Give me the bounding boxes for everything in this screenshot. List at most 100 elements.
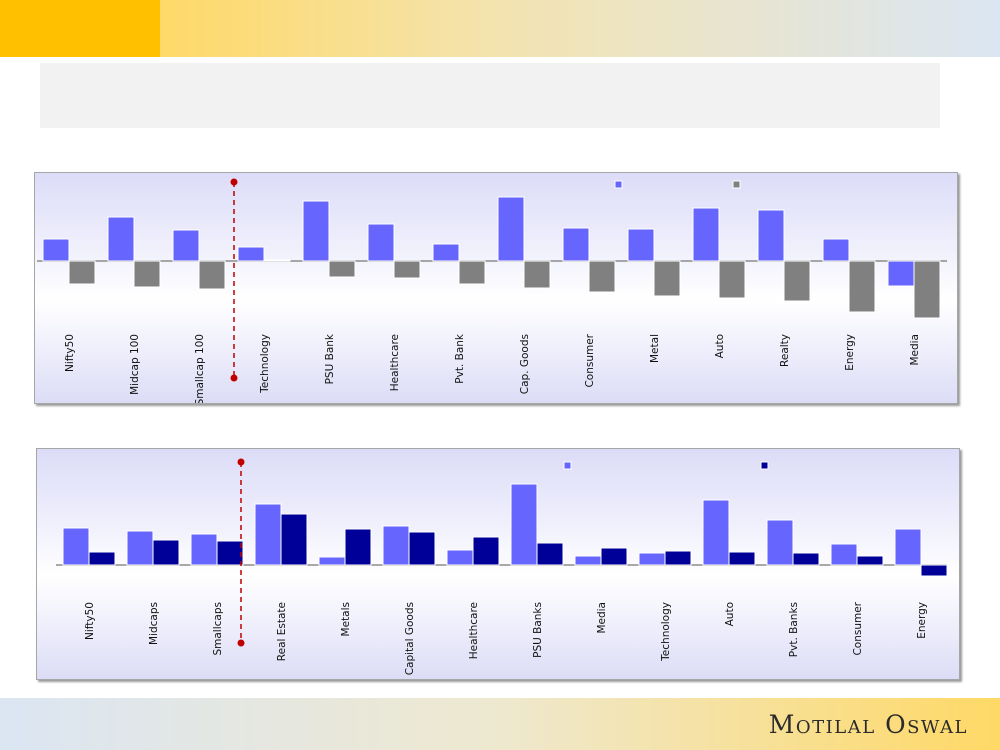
header-accent-block <box>0 0 160 57</box>
legend-swatch-series-1 <box>563 461 572 470</box>
bar-series-2-psu-banks <box>536 542 564 566</box>
category-label: Energy <box>844 334 856 371</box>
bar-series-2-auto <box>718 260 746 299</box>
category-label: Healthcare <box>389 334 401 391</box>
bar-series-1-auto <box>692 207 720 262</box>
chart-1: Nifty50 Midcap 100 Smallcap 100 Technology P… <box>37 178 947 403</box>
bar-series-2-nifty50 <box>68 260 96 285</box>
bar-series-1-energy <box>822 238 850 262</box>
category-label: PSU Bank <box>324 333 336 384</box>
header-band <box>0 0 1000 57</box>
category-label: Pvt. Banks <box>788 602 800 657</box>
category-label: Nifty50 <box>64 334 76 372</box>
separator-top-marker <box>230 178 238 186</box>
category-label: Auto <box>714 334 726 358</box>
bar-series-2-smallcap-100 <box>198 260 226 290</box>
footer-band: Motilal Oswal <box>0 698 1000 750</box>
bar-series-1-pvt-bank <box>432 243 460 262</box>
category-label: Realty <box>779 334 791 367</box>
bar-series-1-psu-bank <box>302 200 330 262</box>
chart-2: Nifty50 Midcaps Smallcaps Real Estate Metals… <box>56 458 948 675</box>
category-label: Energy <box>916 602 928 639</box>
bar-series-2-healthcare <box>393 260 421 279</box>
category-label: Consumer <box>852 601 864 655</box>
bar-series-2-healthcare <box>472 536 500 566</box>
bar-series-1-pvt-banks <box>766 519 794 566</box>
category-label: Consumer <box>584 333 596 387</box>
bar-series-2-energy <box>920 564 948 577</box>
bar-series-2-metal <box>653 260 681 297</box>
legend-swatch-series-1 <box>614 180 623 189</box>
bar-series-2-technology <box>263 259 291 262</box>
bar-series-1-nifty50 <box>62 527 90 566</box>
bar-series-2-metals <box>344 528 372 566</box>
bar-series-1-smallcap-100 <box>172 229 200 262</box>
bar-series-1-healthcare <box>446 549 474 566</box>
category-label: Auto <box>724 602 736 626</box>
category-label: Smallcap 100 <box>194 334 206 403</box>
bar-series-1-auto <box>702 499 730 566</box>
bar-series-2-nifty50 <box>88 551 116 566</box>
subtitle-box <box>40 63 940 128</box>
bar-series-2-energy <box>848 260 876 313</box>
bar-series-2-media <box>600 547 628 566</box>
bar-series-1-cap-goods <box>497 196 525 262</box>
legend-swatch-series-2 <box>760 461 769 470</box>
category-label: Technology <box>660 602 672 662</box>
category-label: Smallcaps <box>212 602 224 656</box>
category-label: Capital Goods <box>404 602 416 675</box>
category-label: Healthcare <box>468 602 480 659</box>
bar-series-1-healthcare <box>367 223 395 262</box>
bar-series-1-media <box>887 260 915 287</box>
bar-series-2-technology <box>664 550 692 566</box>
separator-bottom-marker <box>237 639 245 647</box>
bar-series-1-metal <box>627 228 655 262</box>
bar-series-2-consumer <box>856 555 884 566</box>
category-label: Cap. Goods <box>519 334 531 394</box>
bar-series-2-midcap-100 <box>133 260 161 288</box>
category-label: Midcaps <box>148 602 160 645</box>
bar-series-2-consumer <box>588 260 616 293</box>
bar-series-2-real-estate <box>280 513 308 566</box>
bar-series-1-real-estate <box>254 503 282 566</box>
category-label: Midcap 100 <box>129 334 141 395</box>
category-label: PSU Banks <box>532 602 544 658</box>
bar-series-2-media <box>913 260 941 319</box>
bar-series-1-realty <box>757 209 785 262</box>
category-label: Pvt. Bank <box>454 333 466 384</box>
bar-series-1-consumer <box>562 227 590 262</box>
bar-series-1-midcap-100 <box>107 216 135 262</box>
bar-series-1-consumer <box>830 543 858 566</box>
bar-series-1-midcaps <box>126 530 154 566</box>
bar-series-1-technology <box>237 246 265 262</box>
category-label: Media <box>596 602 608 634</box>
separator-top-marker <box>237 458 245 466</box>
bar-series-2-capital-goods <box>408 531 436 566</box>
category-label: Media <box>909 334 921 366</box>
bar-series-2-realty <box>783 260 811 302</box>
category-label: Metal <box>649 334 661 363</box>
bar-series-1-capital-goods <box>382 525 410 566</box>
bar-series-1-metals <box>318 556 346 566</box>
bar-series-2-psu-bank <box>328 260 356 278</box>
motilal-oswal-logo: Motilal Oswal <box>768 710 968 739</box>
bar-series-1-nifty50 <box>42 238 70 262</box>
bar-series-2-smallcaps <box>216 540 244 566</box>
bar-series-1-energy <box>894 528 922 566</box>
bar-series-2-midcaps <box>152 539 180 566</box>
bar-series-2-pvt-banks <box>792 552 820 566</box>
bar-series-1-media <box>574 555 602 566</box>
legend-swatch-series-2 <box>732 180 741 189</box>
category-label: Metals <box>340 602 352 636</box>
chart-panel-2: Nifty50 Midcaps Smallcaps Real Estate Metals… <box>36 448 960 680</box>
bar-series-2-auto <box>728 551 756 566</box>
bar-series-1-technology <box>638 552 666 566</box>
category-label: Real Estate <box>276 602 288 661</box>
bar-series-1-psu-banks <box>510 483 538 566</box>
category-label: Technology <box>259 334 271 394</box>
bar-series-2-pvt-bank <box>458 260 486 285</box>
bar-series-1-smallcaps <box>190 533 218 566</box>
chart-panel-1: Nifty50 Midcap 100 Smallcap 100 Technology P… <box>34 172 958 404</box>
bar-series-2-cap-goods <box>523 260 551 289</box>
separator-bottom-marker <box>230 374 238 382</box>
